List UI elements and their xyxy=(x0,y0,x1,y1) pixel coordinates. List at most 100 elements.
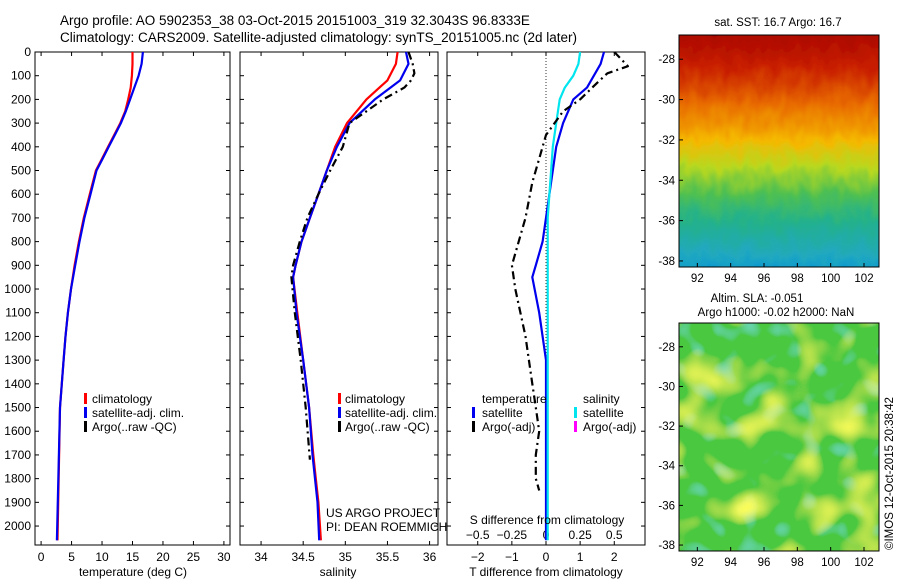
figure-title-line2: Climatology: CARS2009. Satellite-adjuste… xyxy=(60,30,577,45)
legend-swatch-temp-satellite xyxy=(472,407,475,418)
sal-series-satellite-adj-clim- xyxy=(292,51,410,541)
sla-map-title-line2: Argo h1000: -0.02 h2000: NaN xyxy=(698,307,855,319)
map-lat-label: -38 xyxy=(658,540,675,552)
legend-label-sal-satellite: satellite xyxy=(583,406,624,420)
depth-tick-label: 1600 xyxy=(4,424,31,438)
depth-tick-label: 1700 xyxy=(4,448,31,462)
sal-xtick-label: 36 xyxy=(423,550,437,564)
legend-swatch-sal-argo xyxy=(574,421,577,432)
salinity-legend: climatology satellite-adj. clim. Argo(..… xyxy=(338,392,437,434)
map-lon-label: 96 xyxy=(758,557,771,569)
map-lon-label: 98 xyxy=(791,557,804,569)
legend-swatch-climatology xyxy=(84,393,87,404)
sdiff-tick-label: 0.25 xyxy=(568,528,592,542)
depth-tick-label: 700 xyxy=(11,211,31,225)
map-lat-label: -36 xyxy=(658,216,675,228)
salinity-axes xyxy=(239,51,439,546)
diff-xtick-label: −2 xyxy=(471,550,485,564)
sal-xtick-label: 35 xyxy=(339,550,353,564)
legend-swatch-argo xyxy=(338,421,341,432)
salinity-curves xyxy=(290,51,416,541)
temperature-axes xyxy=(34,51,231,546)
legend-label-sal-argo: Argo(-adj) xyxy=(583,420,636,434)
project-credit-line2: PI: DEAN ROEMMICH xyxy=(326,520,447,534)
legend-label-temp-satellite: satellite xyxy=(482,406,523,420)
diff-xtick-label: 0 xyxy=(543,550,550,564)
map-lon-label: 100 xyxy=(821,273,840,285)
sla-map-title-line1: Altim. SLA: -0.051 xyxy=(711,293,804,305)
temp-xtick-label: 20 xyxy=(156,550,170,564)
sdiff-tick-label: −0.5 xyxy=(466,528,490,542)
map-lon-label: 92 xyxy=(691,273,704,285)
depth-tick-label: 1300 xyxy=(4,353,31,367)
legend-label-satellite: satellite-adj. clim. xyxy=(92,406,184,420)
map-lat-label: -32 xyxy=(658,135,675,147)
temp-series-satellite-adj-clim- xyxy=(55,51,144,541)
map-lon-label: 94 xyxy=(724,273,737,285)
legend-swatch-temp-argo xyxy=(472,421,475,432)
map-lat-label: -28 xyxy=(658,54,675,66)
map-lat-label: -30 xyxy=(658,381,675,393)
map-lon-label: 100 xyxy=(821,557,840,569)
salinity-xlabel: salinity xyxy=(320,565,357,579)
legend-swatch-argo xyxy=(84,421,87,432)
difference-legend: temperature satellite Argo(-adj) salinit… xyxy=(472,392,636,434)
sdiff-tick-label: 0.5 xyxy=(606,528,623,542)
depth-tick-label: 300 xyxy=(11,116,31,130)
depth-tick-label: 600 xyxy=(11,187,31,201)
figure-title-line1: Argo profile: AO 5902353_38 03-Oct-2015 … xyxy=(60,13,530,28)
map-lon-label: 102 xyxy=(854,273,873,285)
depth-tick-label: 0 xyxy=(24,45,31,59)
sla-map: -28 -30 -32 -34 -36 -38 92 94 96 98 100 102 xyxy=(658,322,880,569)
map-lat-label: -36 xyxy=(658,500,675,512)
diff-series-temperature-satellite xyxy=(531,51,606,541)
depth-tick-label: 1100 xyxy=(5,306,31,320)
temp-xtick-label: 30 xyxy=(217,550,231,564)
temperature-xlabel: temperature (deg C) xyxy=(79,565,187,579)
salinity-ticks: 34 34.5 35 35.5 36 xyxy=(240,51,438,564)
sal-series-climatology xyxy=(292,51,399,541)
difference-curves xyxy=(510,51,630,541)
diff-xtick-label: 2 xyxy=(611,550,618,564)
map-lon-label: 94 xyxy=(724,557,737,569)
temp-xtick-label: 25 xyxy=(187,550,201,564)
diff-xtick-label: −1 xyxy=(505,550,519,564)
legend-title-salinity: salinity xyxy=(583,392,620,406)
map-lat-label: -34 xyxy=(658,461,675,473)
legend-title-temperature: temperature xyxy=(482,392,547,406)
sst-map-frame xyxy=(678,34,880,268)
legend-swatch-sal-satellite xyxy=(574,407,577,418)
temperature-legend: climatology satellite-adj. clim. Argo(..… xyxy=(84,392,184,434)
map-lat-label: -34 xyxy=(658,175,675,187)
legend-swatch-satellite xyxy=(338,407,341,418)
legend-label-satellite: satellite-adj. clim. xyxy=(345,406,437,420)
depth-tick-label: 400 xyxy=(11,140,31,154)
legend-label-temp-argo: Argo(-adj) xyxy=(482,420,535,434)
depth-tick-label: 100 xyxy=(11,69,31,83)
imos-stamp: ©IMOS 12-Oct-2015 20:38:42 xyxy=(884,397,896,550)
depth-tick-label: 1500 xyxy=(4,401,31,415)
temp-series-climatology xyxy=(56,52,134,541)
difference-xlabel-top: S difference from climatology xyxy=(470,513,625,527)
legend-label-argo: Argo(..raw -QC) xyxy=(92,420,177,434)
sal-xtick-label: 35.5 xyxy=(376,550,400,564)
map-lat-label: -28 xyxy=(658,342,675,354)
map-lon-label: 102 xyxy=(854,557,873,569)
temperature-ticks: 0100200300400500600700800900100011001200… xyxy=(4,45,231,564)
depth-tick-label: 2000 xyxy=(4,519,31,533)
depth-tick-label: 200 xyxy=(11,92,31,106)
depth-tick-label: 1200 xyxy=(4,329,31,343)
sla-map-ticks: -28 -30 -32 -34 -36 -38 92 94 96 98 100 102 xyxy=(658,342,873,569)
depth-tick-label: 500 xyxy=(11,164,31,178)
diff-xtick-label: 1 xyxy=(577,550,584,564)
temp-xtick-label: 0 xyxy=(38,550,45,564)
legend-label-climatology: climatology xyxy=(92,392,152,406)
legend-label-climatology: climatology xyxy=(345,392,405,406)
sst-map: -28 -30 -32 -34 -36 -38 92 94 96 98 100 102 xyxy=(658,34,880,285)
sst-map-title: sat. SST: 16.7 Argo: 16.7 xyxy=(714,17,841,29)
map-lon-label: 92 xyxy=(691,557,704,569)
depth-tick-label: 1000 xyxy=(4,282,31,296)
temp-xtick-label: 10 xyxy=(95,550,109,564)
project-credit-line1: US ARGO PROJECT xyxy=(326,506,441,520)
